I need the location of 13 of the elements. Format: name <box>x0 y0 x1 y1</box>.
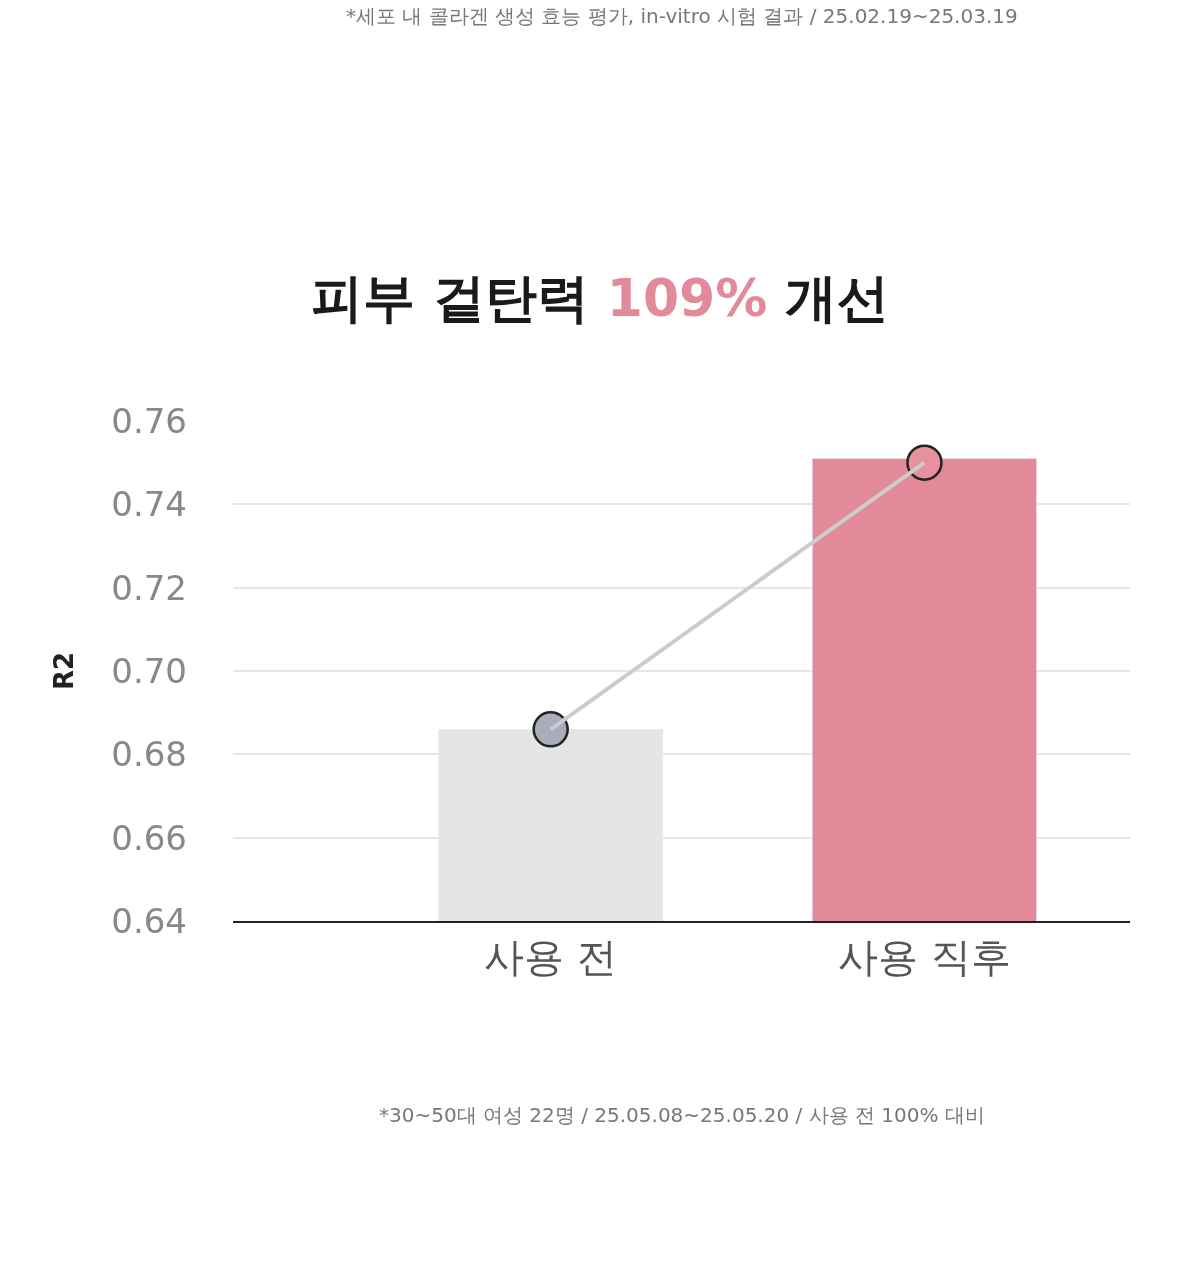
y-tick-label: 0.70 <box>111 650 187 691</box>
y-tick-label: 0.72 <box>111 567 187 608</box>
x-tick-label: 사용 전 <box>484 933 618 980</box>
chart-title: 피부 겉탄력 109% 개선 <box>310 268 890 329</box>
y-axis-title: R2 <box>48 651 79 691</box>
y-tick-label: 0.76 <box>111 400 187 441</box>
y-tick-label: 0.66 <box>111 817 187 858</box>
x-tick-label: 사용 직후 <box>838 933 1011 980</box>
y-tick-label: 0.68 <box>111 734 187 775</box>
text: *30~50대 여성 22명 / 25.05.08~25.05.20 / 사용 전 100% 대비 <box>379 1103 985 1127</box>
y-tick-label: 0.64 <box>111 900 187 941</box>
text: *세포 내 콜라겐 생성 효능 평가, in-vitro 시험 결과 / 25.02.19~25.03.19 <box>346 4 1018 28</box>
y-tick-label: 0.74 <box>111 484 187 525</box>
